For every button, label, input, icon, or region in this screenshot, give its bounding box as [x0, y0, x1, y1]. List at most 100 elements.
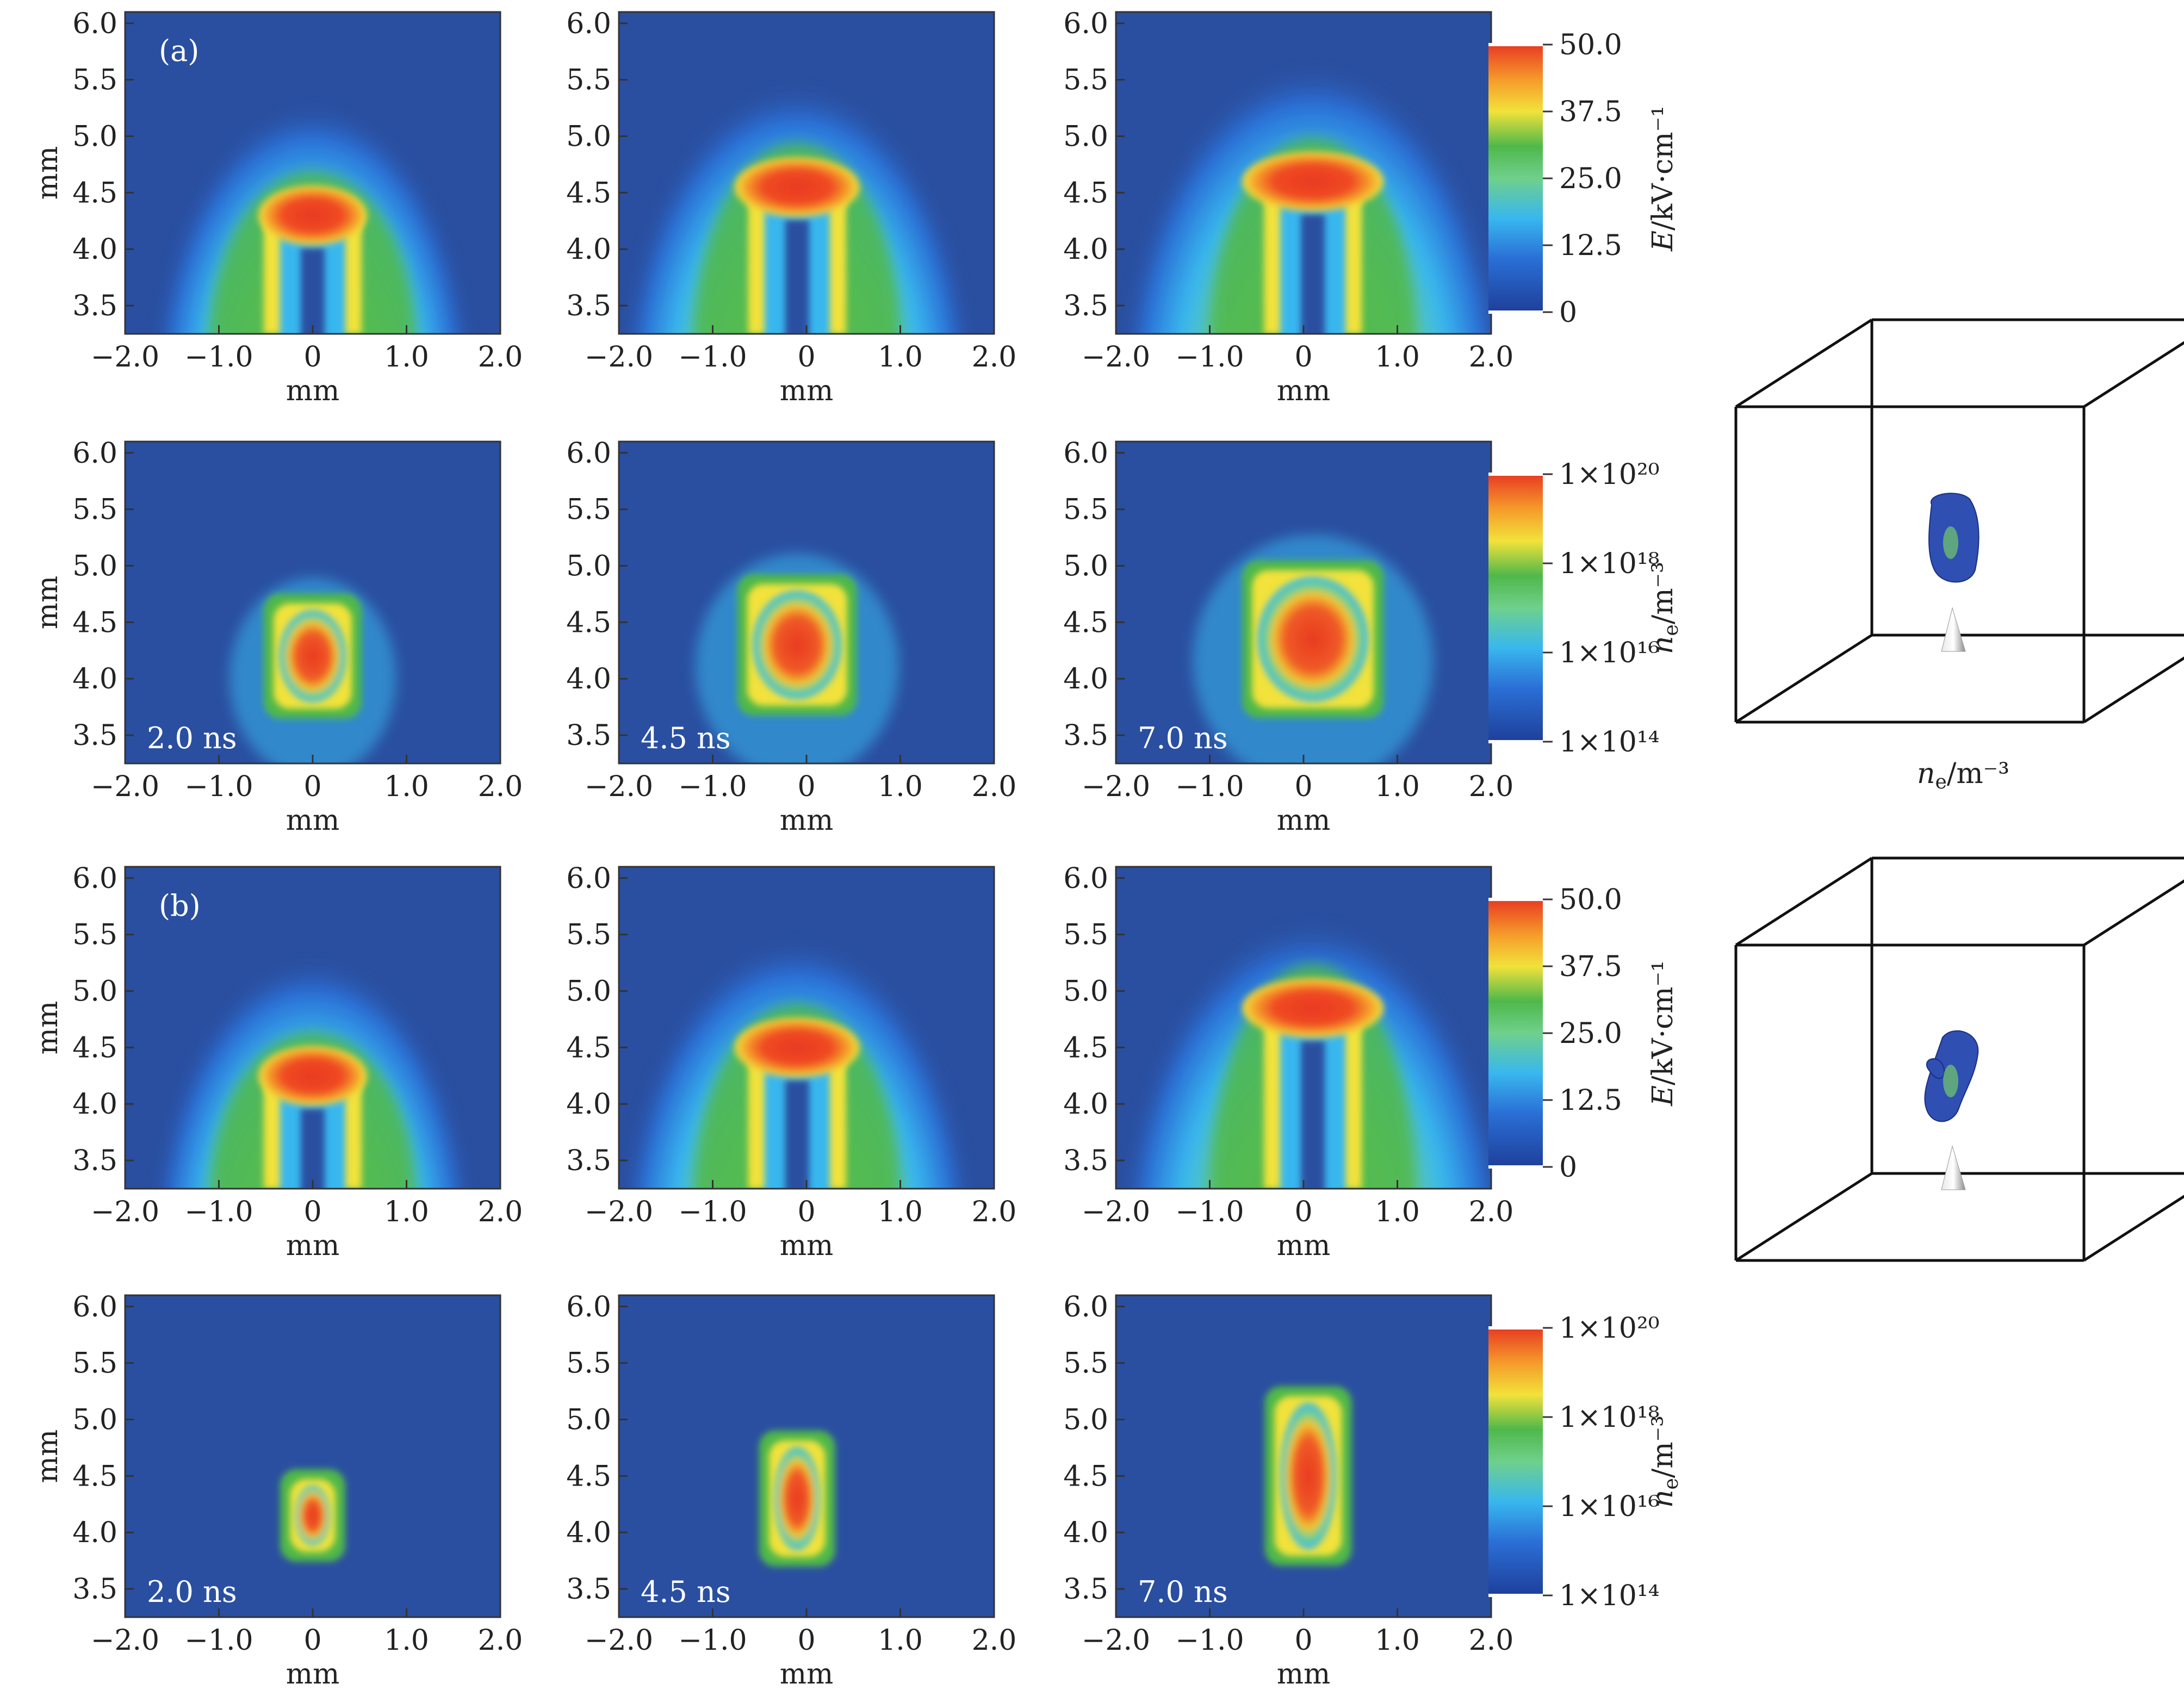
y-tick-label: 4.5: [1063, 606, 1108, 639]
time-label: 7.0 ns: [1138, 1575, 1228, 1609]
y-tick-label: 5.0: [72, 1403, 117, 1436]
x-tick-label: 2.0: [478, 1196, 523, 1228]
x-tick-label: 2.0: [972, 771, 1017, 803]
heatmap-image: [1116, 12, 1491, 334]
x-tick-label: −1.0: [1175, 771, 1244, 803]
colorbar-label-unit: /kV·cm⁻¹: [1647, 960, 1679, 1085]
x-tick-label: 0: [303, 341, 321, 374]
x-axis-label: mm: [1277, 1658, 1331, 1691]
x-tick-label: 1.0: [1375, 1196, 1420, 1228]
colorbar-tick-label: 1×10¹⁶: [1559, 637, 1660, 669]
x-tick-label: 2.0: [972, 1196, 1017, 1228]
x-tick-label: −2.0: [1082, 1196, 1150, 1228]
x-tick-label: 2.0: [972, 341, 1017, 374]
x-tick-label: 1.0: [1375, 771, 1420, 803]
colorbar-tick-label: 1×10²⁰: [1559, 1312, 1660, 1345]
y-tick-label: 5.0: [72, 550, 117, 582]
colorbar-label-var: E: [1647, 1085, 1679, 1107]
colorbar-tick-label: 12.5: [1559, 1084, 1622, 1117]
density-core: [752, 590, 842, 699]
y-axis-label: mm: [32, 1001, 64, 1055]
colorbar-tick-label: 0: [1559, 1151, 1577, 1184]
colorbar-tick-label: 0: [1559, 296, 1577, 329]
density-colorbar: 1×10²⁰ 1×10¹⁸ 1×10¹⁶ 1×10¹⁴ ne/m⁻³: [1488, 458, 1683, 759]
density-core: [1257, 576, 1369, 702]
y-tick-label: 6.0: [72, 8, 117, 40]
cube-inset-a: [1734, 318, 2184, 724]
x-tick-label: 2.0: [972, 1624, 1017, 1657]
streamer-head: [734, 157, 860, 217]
colorbar-tick-label: 1×10²⁰: [1559, 458, 1660, 491]
y-tick-label: 5.0: [1063, 1403, 1108, 1436]
y-tick-label: 5.0: [1063, 120, 1108, 153]
cube-caption-var: n: [1917, 757, 1935, 790]
x-tick-label: 2.0: [478, 1624, 523, 1657]
streamer-head: [258, 185, 367, 245]
y-tick-label: 5.0: [1063, 550, 1108, 582]
field-colorbar: 50.0 37.5 25.0 12.5 0 E/kV·cm⁻¹: [1488, 884, 1679, 1184]
x-tick-label: −2.0: [1082, 771, 1150, 803]
blob-speckle: [1943, 1065, 1958, 1097]
y-tick-label: 4.0: [566, 663, 611, 695]
colorbar-gradient: [1488, 45, 1543, 312]
y-tick-label: 6.0: [1063, 8, 1108, 40]
time-label: 2.0 ns: [147, 1575, 237, 1609]
heatmap-image: [125, 1295, 500, 1617]
x-tick-label: 0: [1294, 341, 1312, 374]
y-tick-label: 3.5: [1063, 290, 1108, 322]
channel-core: [1301, 214, 1325, 334]
heatmap-image: [1116, 867, 1491, 1189]
y-tick-label: 6.0: [72, 1291, 117, 1324]
y-tick-label: 4.5: [566, 1032, 611, 1064]
cube-caption: ne/m⁻³: [1917, 757, 2009, 793]
colorbar-tick-label: 1×10¹⁴: [1559, 1580, 1660, 1612]
cube-depth-edge: [1735, 1172, 1873, 1262]
x-tick-label: −2.0: [91, 1196, 159, 1228]
y-tick-label: 5.0: [566, 1403, 611, 1436]
y-tick-label: 6.0: [1063, 862, 1108, 895]
y-tick-label: 5.5: [1063, 919, 1108, 952]
heatmap-panel-a-field-3: 6.0 5.5 5.0 4.5 4.0 3.5 −2.0 −1.0 0 1.0 2.0 mm: [1063, 8, 1513, 407]
colorbar-label-var: n: [1647, 1489, 1679, 1508]
heatmap-panel-b-field-3: 6.0 5.5 5.0 4.5 4.0 3.5 −2.0 −1.0 0 1.0 2.0 mm: [1063, 862, 1513, 1262]
x-axis-label: mm: [286, 804, 340, 837]
x-tick-label: 0: [303, 1624, 321, 1657]
y-tick-label: 5.0: [72, 120, 117, 153]
y-tick-label: 5.5: [566, 1347, 611, 1380]
channel-core: [785, 219, 809, 334]
colorbar-tick-label: 37.5: [1559, 950, 1622, 983]
y-tick-label: 6.0: [1063, 437, 1108, 470]
x-tick-label: −2.0: [91, 771, 159, 803]
y-tick-label: 3.5: [72, 290, 117, 322]
x-axis-label: mm: [780, 1658, 834, 1691]
x-tick-label: 0: [797, 341, 815, 374]
x-tick-label: 0: [797, 1196, 815, 1228]
cube-caption-text: ne/m⁻³: [1917, 757, 2009, 793]
time-label: 4.5 ns: [641, 721, 731, 755]
cube-depth-edge: [2083, 879, 2184, 947]
y-tick-label: 6.0: [72, 437, 117, 470]
heatmap-panel-b-density-3: 7.0 ns 6.0 5.5 5.0 4.5 4.0 3.5 −2.0 −1.0 0 1.0 2.0 m…: [1063, 1291, 1513, 1691]
y-tick-label: 3.5: [1063, 719, 1108, 752]
x-tick-label: 1.0: [878, 771, 923, 803]
x-tick-label: 1.0: [384, 1624, 429, 1657]
x-axis-label: mm: [780, 1229, 834, 1262]
heatmap-background: [125, 1295, 500, 1617]
streamer-head: [258, 1046, 367, 1106]
x-tick-label: −2.0: [585, 1196, 653, 1228]
density-core: [774, 1446, 820, 1550]
y-tick-label: 6.0: [566, 1291, 611, 1324]
y-tick-label: 4.0: [566, 1517, 611, 1549]
colorbar-label: ne/m⁻³: [1647, 562, 1683, 654]
x-tick-label: 2.0: [1469, 1624, 1514, 1657]
x-tick-label: −2.0: [91, 1624, 159, 1657]
density-colorbar: 1×10²⁰ 1×10¹⁸ 1×10¹⁶ 1×10¹⁴ ne/m⁻³: [1488, 1312, 1683, 1612]
density-core: [1280, 1402, 1337, 1550]
y-tick-label: 4.5: [566, 606, 611, 639]
y-tick-label: 3.5: [566, 719, 611, 752]
heatmap-panel-b-density-2: 4.5 ns 6.0 5.5 5.0 4.5 4.0 3.5 −2.0 −1.0 0 1.0 2.0 m…: [566, 1291, 1016, 1691]
cube-depth-edge: [1735, 318, 1873, 408]
heatmap-panel-b-field-1: (b) 6.0 5.5 5.0 4.5 4.0 3.5 −2.0 −1.0 0 1.0 2.0 mm mm: [32, 862, 523, 1262]
y-tick-label: 5.5: [1063, 494, 1108, 526]
x-tick-label: 1.0: [878, 1624, 923, 1657]
